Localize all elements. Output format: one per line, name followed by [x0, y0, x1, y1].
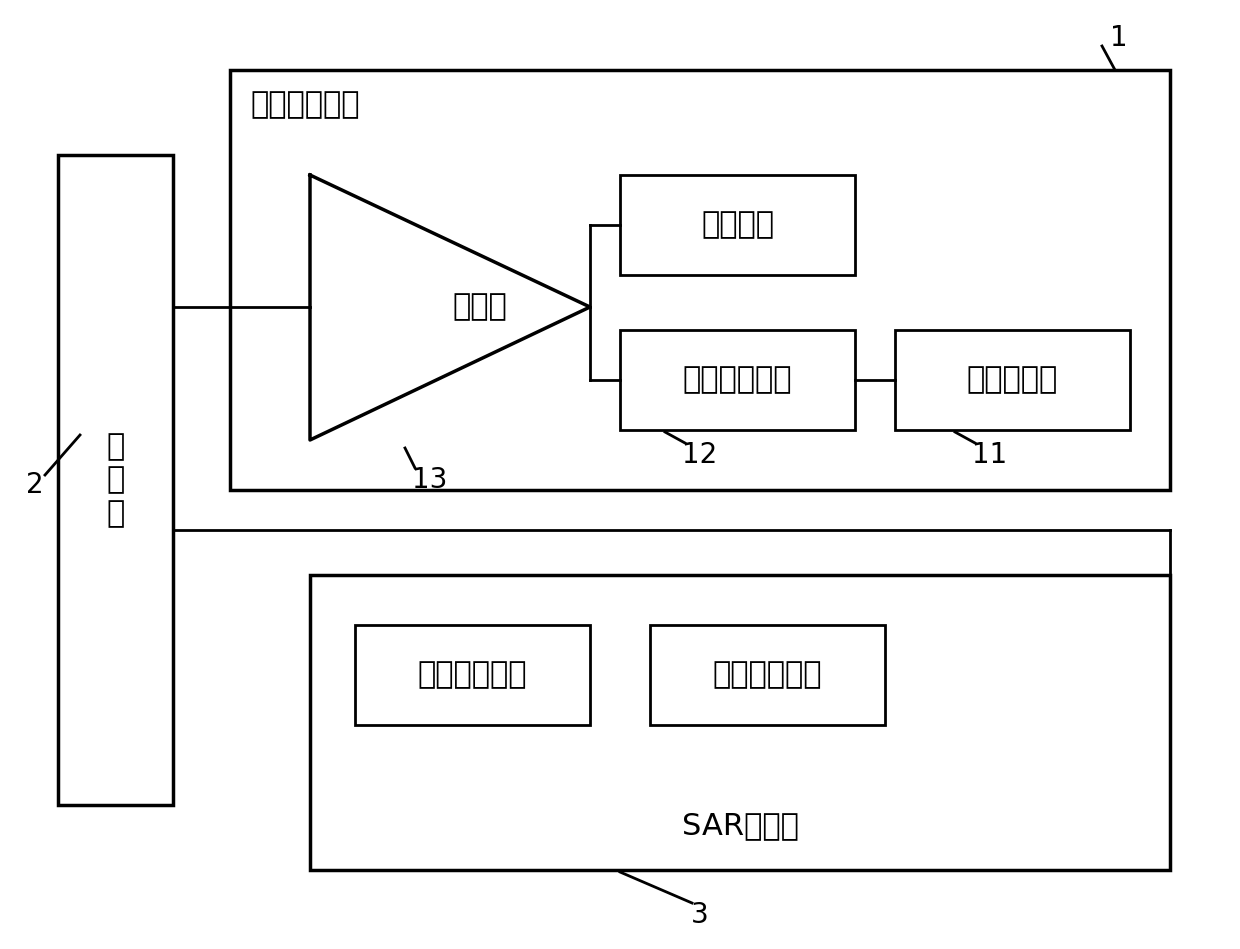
Text: 2: 2: [26, 471, 43, 499]
Text: SAR传感器: SAR传感器: [682, 811, 799, 840]
Text: 13: 13: [413, 466, 448, 494]
Bar: [229, 70, 1171, 490]
Text: 12: 12: [682, 441, 718, 469]
Bar: [620, 330, 856, 430]
Text: 二阶温度补偿: 二阶温度补偿: [418, 661, 527, 690]
Bar: [310, 575, 1171, 870]
Bar: [650, 625, 885, 725]
Text: 微分转换电路: 微分转换电路: [683, 365, 792, 395]
Bar: [620, 175, 856, 275]
Text: 1: 1: [1110, 24, 1127, 52]
Text: 温度感应装置: 温度感应装置: [250, 90, 360, 119]
Text: 预设电压: 预设电压: [701, 211, 774, 239]
Bar: [58, 155, 174, 805]
Text: 温度传感器: 温度传感器: [967, 365, 1058, 395]
Bar: [355, 625, 590, 725]
Text: 处
理
器: 处 理 器: [107, 432, 125, 528]
Text: 3: 3: [691, 901, 709, 929]
Text: 一阶温度补偿: 一阶温度补偿: [713, 661, 822, 690]
Text: 11: 11: [972, 441, 1008, 469]
Bar: [895, 330, 1130, 430]
Text: 比较器: 比较器: [453, 292, 507, 322]
